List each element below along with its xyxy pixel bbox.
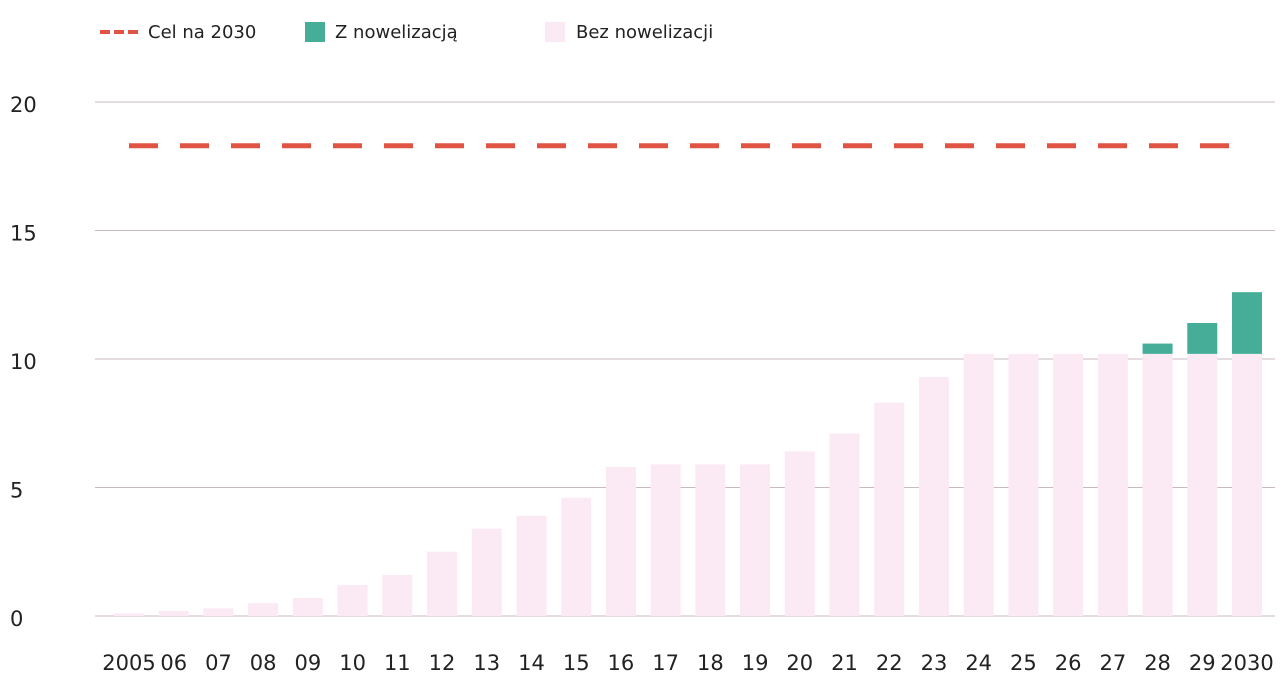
bar-segment (1142, 343, 1173, 354)
x-tick-label: 08 (250, 651, 277, 675)
y-tick-label: 15 (10, 222, 37, 246)
bar-segment (874, 402, 905, 616)
x-tick-label: 12 (429, 651, 456, 675)
bar-segment (740, 464, 771, 616)
x-tick-label: 26 (1055, 651, 1082, 675)
x-tick-label: 29 (1189, 651, 1216, 675)
x-tick-label: 21 (831, 651, 858, 675)
bar-segment (918, 376, 949, 616)
y-tick-label: 10 (10, 350, 37, 374)
x-tick-label: 24 (965, 651, 992, 675)
bar-segment (427, 551, 458, 616)
bar-segment (1232, 292, 1262, 354)
x-tick-label: 11 (384, 651, 411, 675)
legend-label: Bez nowelizacji (576, 22, 713, 43)
x-tick-label: 18 (697, 651, 724, 675)
x-tick-label: 20 (786, 651, 813, 675)
x-tick-label: 10 (339, 651, 366, 675)
bar-segment (114, 613, 144, 616)
x-tick-label: 16 (608, 651, 635, 675)
bar-segment (158, 610, 189, 616)
bar-segment (1053, 353, 1084, 616)
bar-segment (1232, 353, 1262, 616)
bar-segment (1187, 323, 1218, 354)
bar-segment (695, 464, 726, 616)
x-tick-label: 23 (921, 651, 948, 675)
x-tick-label: 28 (1144, 651, 1171, 675)
bar-segment (605, 466, 636, 616)
y-tick-label: 5 (10, 479, 23, 503)
legend-label: Z nowelizacją (335, 22, 458, 43)
legend-swatch (545, 22, 565, 42)
bar-segment (650, 464, 681, 616)
x-tick-label: 2005 (102, 651, 155, 675)
bar-segment (292, 598, 323, 616)
y-tick-label: 20 (10, 93, 37, 117)
bar-segment (1187, 353, 1218, 616)
x-tick-label: 14 (518, 651, 545, 675)
legend-label: Cel na 2030 (148, 22, 256, 43)
bar-segment (963, 353, 994, 616)
x-tick-label: 22 (876, 651, 903, 675)
bar-segment (561, 497, 592, 616)
x-tick-label: 25 (1010, 651, 1037, 675)
y-tick-label: 0 (10, 607, 23, 631)
x-tick-label: 07 (205, 651, 232, 675)
x-tick-label: 09 (295, 651, 322, 675)
x-tick-label: 13 (473, 651, 500, 675)
bar-segment (1097, 353, 1128, 616)
bar-segment (337, 585, 368, 616)
legend-swatch (305, 22, 325, 42)
bar-segment (784, 451, 815, 616)
x-tick-label: 2030 (1220, 651, 1273, 675)
x-tick-label: 27 (1099, 651, 1126, 675)
bar-segment (1142, 353, 1173, 616)
x-tick-label: 19 (742, 651, 769, 675)
bar-segment (382, 574, 413, 616)
x-tick-label: 15 (563, 651, 590, 675)
x-tick-label: 17 (652, 651, 679, 675)
bar-segment (829, 433, 860, 616)
bar-segment (203, 608, 234, 616)
bar-segment (471, 528, 502, 616)
bar-segment (516, 515, 547, 616)
bar-segment (248, 603, 279, 616)
bar-segment (1008, 353, 1039, 616)
x-tick-label: 06 (160, 651, 187, 675)
